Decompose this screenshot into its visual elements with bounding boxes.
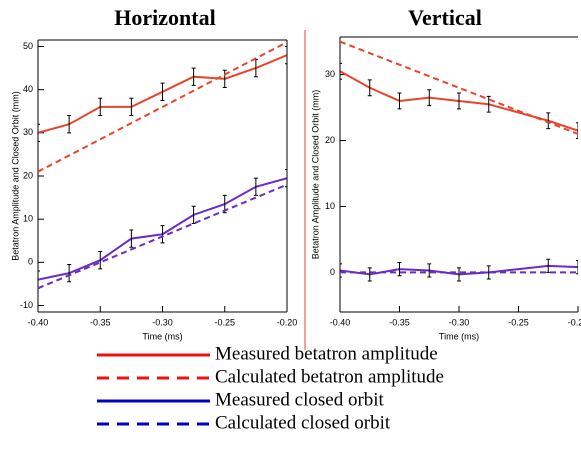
y-tick-label: 40: [23, 84, 33, 94]
legend-label: Measured closed orbit: [215, 389, 385, 410]
y-tick-label: 0: [330, 267, 335, 277]
error-bar: [427, 263, 432, 278]
x-tick-label: -0.25: [214, 317, 235, 327]
error-bar: [486, 95, 491, 113]
error-bar: [486, 265, 491, 280]
error-bar: [38, 123, 40, 142]
legend-label: Measured betatron amplitude: [215, 343, 438, 364]
x-tick-label: -0.20: [568, 317, 581, 327]
error-bar: [367, 79, 372, 97]
error-bar: [160, 225, 165, 244]
y-tick-label: -10: [20, 300, 33, 310]
plot-area: [340, 40, 578, 282]
x-tick-label: -0.35: [389, 317, 410, 327]
x-tick-label: -0.40: [28, 317, 49, 327]
error-bar: [367, 267, 372, 282]
y-tick-label: 50: [23, 41, 33, 51]
error-bar: [576, 122, 578, 140]
error-bar: [457, 267, 461, 282]
error-bar: [191, 67, 196, 86]
error-bar: [160, 82, 165, 101]
error-bar: [222, 69, 227, 88]
error-bar: [129, 97, 134, 117]
y-tick-label: 20: [325, 135, 335, 145]
calculated-line: [38, 41, 287, 173]
y-tick-label: 20: [23, 170, 33, 180]
x-tick-label: -0.40: [330, 317, 351, 327]
y-tick-label: 10: [23, 214, 33, 224]
y-tick-label: 0: [28, 257, 33, 267]
error-bar: [457, 92, 461, 110]
error-bar: [576, 260, 578, 275]
x-axis-label: Time (ms): [142, 331, 182, 341]
panel-title: Vertical: [408, 5, 482, 30]
error-bar: [191, 205, 196, 224]
error-bar: [253, 177, 258, 196]
x-tick-label: -0.25: [508, 317, 529, 327]
y-tick-label: 30: [23, 127, 33, 137]
x-axis-label: Time (ms): [439, 331, 479, 341]
error-bar: [129, 229, 134, 248]
error-bar: [546, 112, 551, 130]
legend-label: Calculated betatron amplitude: [215, 366, 444, 387]
y-axis-label: Betatron Amplitude and Closed Orbit (mm): [10, 91, 20, 261]
error-bar: [98, 251, 103, 270]
error-bar: [397, 262, 402, 277]
error-bar: [546, 258, 551, 273]
error-bar: [397, 92, 402, 110]
error-bar: [427, 89, 432, 107]
legend-label: Calculated closed orbit: [215, 412, 391, 433]
y-tick-label: 10: [325, 201, 335, 211]
plot-area: [38, 41, 287, 290]
error-bar: [67, 264, 72, 283]
error-bar: [285, 45, 287, 65]
error-bar: [98, 97, 103, 117]
x-tick-label: -0.20: [277, 317, 298, 327]
error-bar: [285, 169, 287, 188]
x-tick-label: -0.35: [90, 317, 111, 327]
panel-title: Horizontal: [114, 5, 215, 30]
calculated-line: [340, 40, 578, 135]
y-axis-label: Betatron Amplitude and Closed Orbit (mm): [310, 90, 320, 260]
x-tick-label: -0.30: [449, 317, 470, 327]
error-bar: [340, 263, 342, 278]
y-tick-label: 30: [325, 69, 335, 79]
x-tick-label: -0.30: [152, 317, 173, 327]
error-bar: [340, 62, 342, 80]
calculated-line: [38, 183, 287, 290]
error-bar: [67, 115, 72, 134]
